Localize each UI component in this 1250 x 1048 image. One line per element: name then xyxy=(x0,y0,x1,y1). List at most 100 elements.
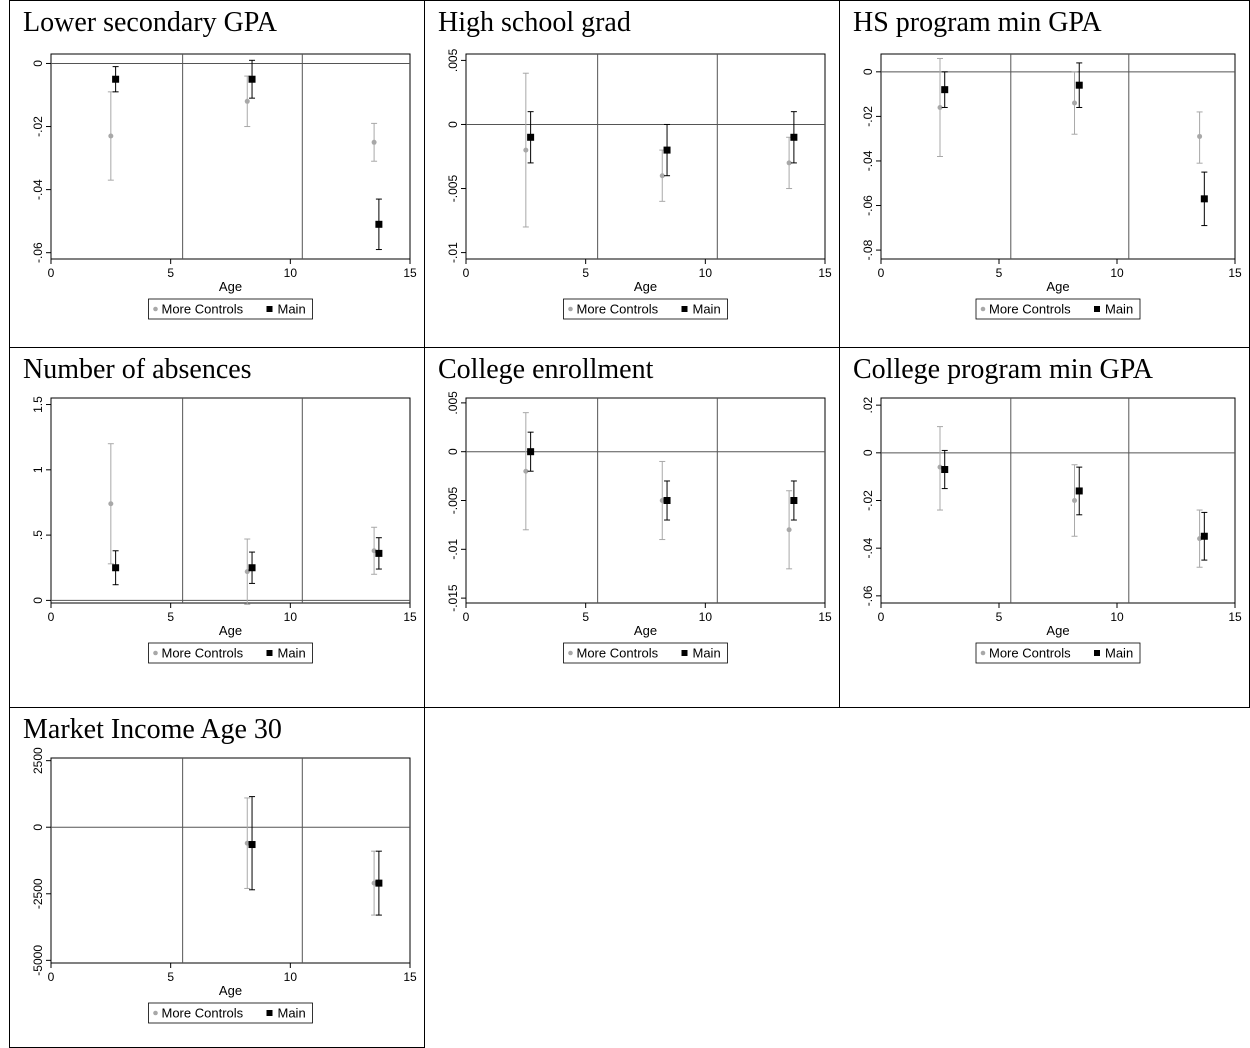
panel-4: Number of absences 0 5 10 15 0 .5 1 1.5 Age More … xyxy=(9,347,425,708)
more-controls-point xyxy=(523,147,529,153)
x-axis-label: Age xyxy=(1046,279,1069,294)
legend-more-controls-marker xyxy=(980,650,986,656)
legend-main-marker xyxy=(266,306,273,312)
y-tick-label: -.02 xyxy=(861,106,875,127)
y-tick-label: .005 xyxy=(446,48,460,72)
main-point xyxy=(375,220,383,228)
main-point xyxy=(941,86,949,94)
main-point xyxy=(1200,532,1208,540)
x-tick-label: 5 xyxy=(996,266,1003,280)
main-point xyxy=(1075,487,1083,495)
legend-main-label: Main xyxy=(693,646,721,661)
legend-main-label: Main xyxy=(278,646,306,661)
more-controls-point xyxy=(371,139,377,145)
x-tick-label: 5 xyxy=(582,266,589,280)
panel-title: College enrollment xyxy=(438,354,654,385)
legend-main-marker xyxy=(1094,306,1100,312)
x-tick-label: 0 xyxy=(463,610,470,624)
legend-main-label: Main xyxy=(278,302,306,317)
plot-frame xyxy=(465,397,826,604)
x-tick-label: 10 xyxy=(699,610,713,624)
legend-more-controls-label: More Controls xyxy=(162,302,244,317)
legend-box xyxy=(563,642,728,664)
legend-main-label: Main xyxy=(278,1006,306,1021)
more-controls-point xyxy=(244,98,250,104)
plot-frame xyxy=(465,53,826,260)
legend-box xyxy=(563,298,728,320)
y-tick-label: -.06 xyxy=(861,585,875,606)
more-controls-point xyxy=(659,498,665,503)
y-tick-label: 2500 xyxy=(31,747,45,774)
legend-more-controls-marker xyxy=(153,650,158,656)
chart-svg: 0 5 10 15 .005 0 -.005 -.01 -.015 Age More Control… xyxy=(446,391,832,664)
x-tick-label: 0 xyxy=(48,610,55,624)
more-controls-point xyxy=(1072,100,1078,106)
more-controls-point xyxy=(371,548,377,554)
main-point xyxy=(790,133,798,141)
panel-title: Lower secondary GPA xyxy=(23,7,278,38)
plot-frame xyxy=(50,53,411,260)
main-point xyxy=(790,497,798,504)
main-point xyxy=(527,133,535,141)
panel-5: College enrollment 0 5 10 15 .005 0 -.005 -.01 -… xyxy=(424,347,840,708)
y-tick-label: .02 xyxy=(861,396,875,413)
panel-3: HS program min GPA 0 5 10 15 0 -.02 -.04 -.06 -.… xyxy=(839,0,1250,348)
legend-main-marker xyxy=(266,1010,273,1016)
legend-more-controls-marker xyxy=(568,306,573,312)
x-tick-label: 15 xyxy=(818,266,832,280)
x-tick-label: 0 xyxy=(48,266,55,280)
x-axis-label: Age xyxy=(219,623,242,638)
chart-svg: 0 5 10 15 0 -.02 -.04 -.06 -.08 Age More Controls M… xyxy=(861,53,1242,320)
legend-box xyxy=(975,298,1141,320)
y-tick-label: -2500 xyxy=(31,878,45,909)
panel-title: College program min GPA xyxy=(853,354,1153,385)
y-tick-label: 0 xyxy=(446,448,460,455)
main-point xyxy=(112,75,120,83)
x-tick-label: 10 xyxy=(699,266,713,280)
plot-frame xyxy=(50,397,411,604)
main-point xyxy=(248,841,256,849)
x-tick-label: 5 xyxy=(582,610,589,624)
chart-svg: 0 5 10 15 0 -.02 -.04 -.06 Age More Controls Main xyxy=(31,53,417,320)
y-tick-label: -.01 xyxy=(446,539,460,560)
legend-box xyxy=(148,642,313,664)
x-axis-label: Age xyxy=(219,983,242,998)
legend-more-controls-label: More Controls xyxy=(989,302,1071,317)
main-point xyxy=(112,564,120,572)
y-tick-label: 0 xyxy=(861,449,875,456)
x-tick-label: 15 xyxy=(403,610,417,624)
more-controls-point xyxy=(108,133,114,139)
y-tick-label: -.005 xyxy=(446,175,460,203)
legend-more-controls-label: More Controls xyxy=(577,646,659,661)
legend-more-controls-marker xyxy=(980,306,986,312)
plot-frame xyxy=(880,397,1236,604)
legend-more-controls-marker xyxy=(153,1010,158,1016)
chart-svg: 0 5 10 15 2500 0 -2500 -5000 Age More Controls Mai… xyxy=(31,747,417,1024)
x-tick-label: 15 xyxy=(1228,266,1242,280)
plot-frame xyxy=(880,53,1236,260)
x-tick-label: 15 xyxy=(403,970,417,984)
x-axis-label: Age xyxy=(219,279,242,294)
y-tick-label: 0 xyxy=(446,121,460,128)
y-tick-label: 0 xyxy=(861,68,875,75)
y-tick-label: -.02 xyxy=(861,490,875,511)
legend-box xyxy=(148,298,313,320)
main-point xyxy=(663,146,671,154)
panel-7: Market Income Age 30 0 5 10 15 2500 0 -2500 -50… xyxy=(9,707,425,1048)
panel-6: College program min GPA 0 5 10 15 .02 0 -.02 -.… xyxy=(839,347,1250,708)
x-tick-label: 10 xyxy=(284,610,298,624)
x-tick-label: 10 xyxy=(1110,266,1124,280)
x-tick-label: 15 xyxy=(403,266,417,280)
x-tick-label: 0 xyxy=(878,610,885,624)
main-point xyxy=(248,564,256,572)
x-tick-label: 0 xyxy=(463,266,470,280)
panel-title: HS program min GPA xyxy=(853,7,1102,38)
x-tick-label: 10 xyxy=(1110,610,1124,624)
panel-1: Lower secondary GPA 0 5 10 15 0 -.02 -.04 -.06 A… xyxy=(9,0,425,348)
panel-title: High school grad xyxy=(438,7,631,38)
legend-box xyxy=(148,1002,313,1024)
panel-2: High school grad 0 5 10 15 .005 0 -.005 -.01 Age… xyxy=(424,0,840,348)
y-tick-label: -.06 xyxy=(31,242,45,263)
more-controls-point xyxy=(244,569,250,575)
